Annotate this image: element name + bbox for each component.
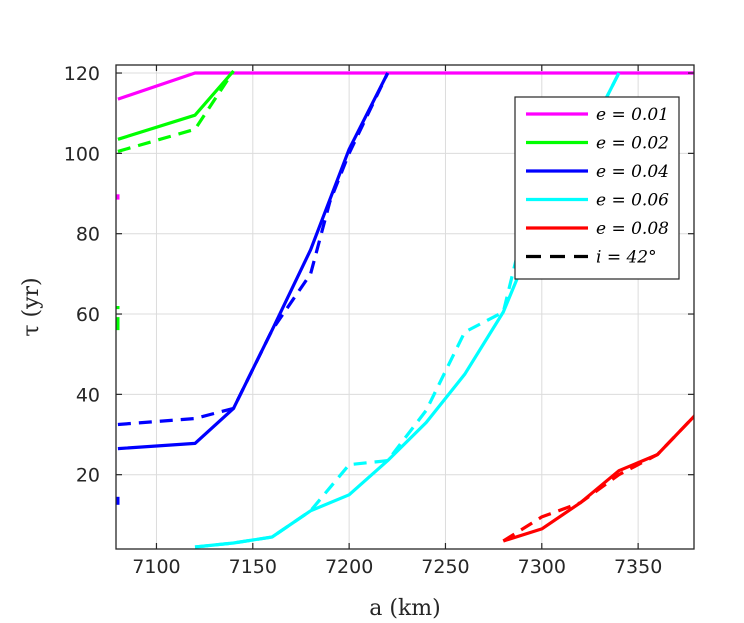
legend-box: [514, 96, 680, 280]
y-tick-label: 100: [64, 143, 100, 165]
legend-entry-label: e = 0.08: [596, 219, 669, 239]
y-tick-label: 20: [76, 465, 100, 487]
y-tick-label: 40: [76, 384, 100, 406]
y-tick-label: 120: [64, 63, 100, 85]
axis-ticks: [116, 65, 694, 549]
series-line-solid: [117, 71, 694, 101]
legend-entry-label: e = 0.06: [596, 191, 669, 211]
x-tick-label: 7200: [325, 556, 373, 578]
x-tick-label: 7300: [518, 556, 566, 578]
legend-entry-label: i = 42°: [596, 248, 657, 268]
series-line-solid: [117, 69, 235, 141]
series-line-dashed: [117, 70, 235, 153]
series-line-dashed: [117, 72, 390, 427]
x-tick-label: 7150: [229, 556, 277, 578]
y-axis-label: τ (yr): [19, 277, 44, 336]
y-tick-label: 60: [76, 304, 100, 326]
x-tick-label: 7350: [614, 556, 662, 578]
legend: e = 0.01 e = 0.02 e = 0.04 e = 0.06 e = 0.08…: [514, 96, 680, 280]
legend-entry-label: e = 0.02: [596, 134, 669, 154]
series-line-solid: [502, 414, 694, 543]
y-tick-label: 80: [76, 224, 100, 246]
x-tick-label: 7250: [421, 556, 469, 578]
x-axis-label: a (km): [369, 596, 440, 621]
series-line-dashed: [502, 414, 694, 543]
series-layer: [116, 69, 694, 549]
legend-entry-label: e = 0.01: [596, 105, 669, 125]
plot-frame: [115, 64, 695, 550]
legend-entry-label: e = 0.04: [596, 162, 669, 182]
x-tick-label: 7100: [132, 556, 180, 578]
tick-labels: 7100 7150 7200 7250 7300 7350 20 40 60 80 100 120: [64, 63, 663, 578]
series-line-solid: [117, 72, 390, 451]
